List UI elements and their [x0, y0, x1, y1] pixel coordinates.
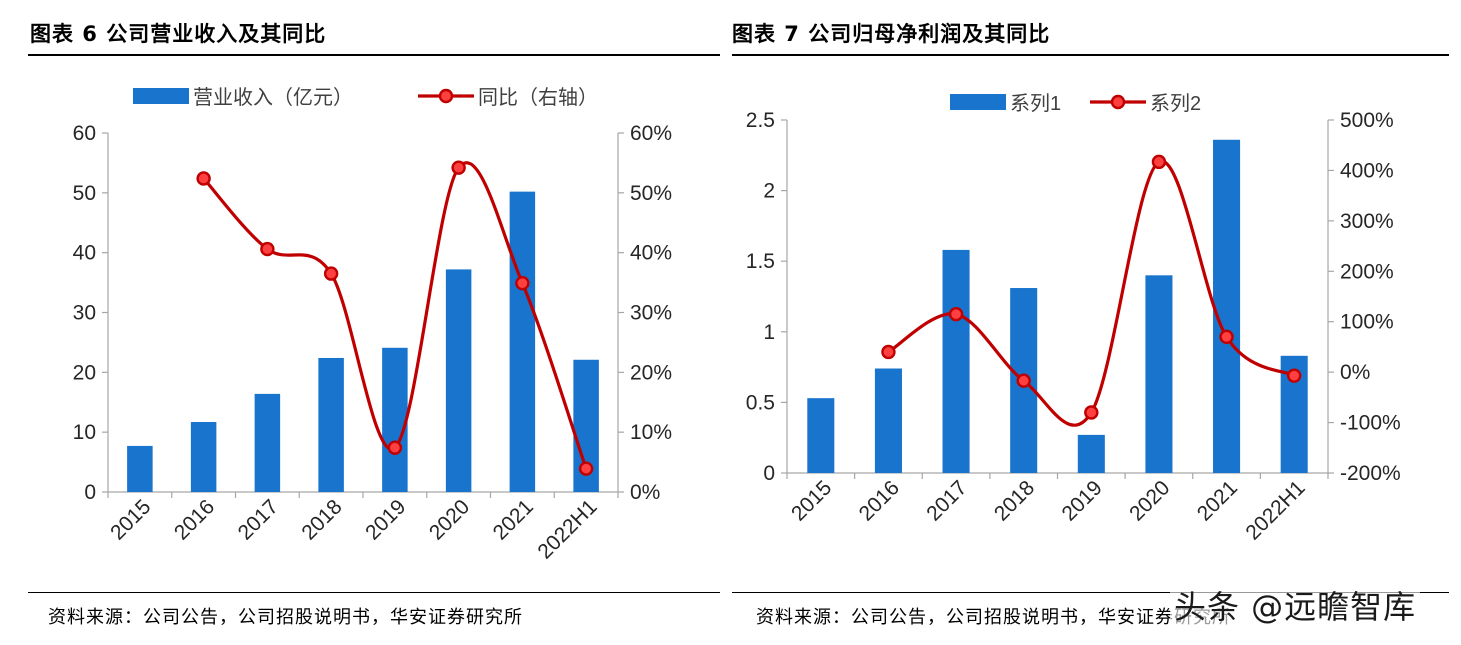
y-tick-label: 60 — [73, 122, 96, 145]
y-tick-label: 1 — [763, 321, 775, 344]
x-tick-label: 2016 — [170, 495, 219, 544]
bar — [1213, 139, 1241, 473]
legend-bar-swatch — [133, 88, 189, 104]
y2-tick-label: -100% — [1340, 412, 1401, 435]
line-point — [515, 275, 530, 291]
revenue-chart: 0 10 20 30 40 50 60 0% 10% 20% 30% 40% 50% 60% 2015 201… — [73, 86, 672, 564]
bar — [807, 398, 835, 473]
bar — [1077, 434, 1105, 473]
bar — [254, 393, 281, 492]
y-tick-label: 0 — [84, 481, 96, 504]
line-point — [387, 440, 403, 455]
x-tick-label: 2021 — [489, 495, 538, 544]
line-point — [1084, 405, 1099, 420]
line-point — [1151, 154, 1167, 170]
x-tick-label: 2017 — [234, 495, 283, 544]
bar — [318, 357, 344, 492]
x-tick-label: 2021 — [1193, 476, 1242, 525]
title-rule — [732, 54, 1449, 56]
y-tick-label: 50 — [73, 182, 96, 205]
line-point — [1219, 329, 1234, 345]
y2-tick-label: 200% — [1340, 260, 1394, 283]
x-tick-label: 2016 — [855, 476, 904, 525]
y2-tick-label: 300% — [1340, 210, 1394, 233]
y-tick-label: 0 — [763, 462, 775, 485]
source-note: 资料来源：公司公告，公司招股说明书，华安证券研究所 — [48, 607, 523, 628]
figure-title: 图表 7 公司归母净利润及其同比 — [732, 22, 1051, 46]
series-line — [887, 159, 1295, 427]
bar — [445, 269, 472, 492]
x-tick-label: 2017 — [922, 476, 971, 525]
legend-label: 同比（右轴） — [478, 86, 598, 109]
revenue-figure: 图表 6 公司营业收入及其同比 0 10 20 30 40 50 60 0% 10% 20% 30%… — [0, 0, 720, 645]
y-tick-label: 20 — [73, 361, 96, 384]
line-point — [1286, 368, 1302, 383]
net-profit-chart: 0 0.5 1 1.5 2 2.5 -200% -100% 0% 100% 200% 300% 400%… — [746, 92, 1401, 545]
bar — [127, 445, 153, 492]
watermark: 头条 @远瞻智库 — [1170, 582, 1421, 628]
line-point — [881, 344, 896, 360]
y2-tick-label: 30% — [630, 302, 672, 325]
y-tick-label: 30 — [73, 302, 96, 325]
legend-label: 系列1 — [1010, 92, 1061, 115]
line-point — [451, 160, 466, 175]
source-rule — [732, 592, 1449, 593]
x-tick-label: 2020 — [425, 495, 474, 544]
x-tick-label: 2022H1 — [1241, 476, 1309, 544]
y2-tick-label: -200% — [1340, 462, 1401, 485]
line-point — [948, 306, 964, 322]
y2-tick-label: 0% — [1340, 361, 1370, 384]
y2-tick-label: 500% — [1340, 109, 1394, 132]
y-tick-label: 0.5 — [746, 391, 775, 414]
legend-label: 系列2 — [1150, 92, 1201, 115]
y-tick-label: 2.5 — [746, 109, 775, 132]
legend-line-marker — [1110, 94, 1126, 110]
x-tick-label: 2020 — [1125, 476, 1174, 525]
y2-tick-label: 60% — [630, 122, 672, 145]
x-tick-label: 2019 — [361, 495, 410, 544]
bar — [190, 421, 217, 492]
x-tick-label: 2022H1 — [533, 495, 601, 563]
legend-line-marker — [438, 88, 454, 104]
x-tick-label: 2018 — [990, 476, 1039, 525]
legend-label: 营业收入（亿元） — [193, 86, 353, 109]
y2-tick-label: 40% — [630, 242, 672, 265]
line-point — [260, 241, 275, 257]
x-tick-label: 2015 — [106, 495, 155, 544]
title-rule — [28, 54, 720, 56]
y2-tick-label: 20% — [630, 361, 672, 384]
figure-title: 图表 6 公司营业收入及其同比 — [30, 22, 327, 46]
bar — [1145, 275, 1173, 473]
legend-bar-swatch — [950, 94, 1006, 110]
source-rule — [28, 592, 720, 593]
y-tick-label: 10 — [73, 421, 96, 444]
line-point — [1016, 373, 1031, 388]
line-point — [323, 266, 339, 281]
y2-tick-label: 50% — [630, 182, 672, 205]
y-tick-label: 2 — [763, 180, 775, 203]
y2-tick-label: 400% — [1340, 159, 1394, 182]
y-tick-label: 1.5 — [746, 250, 775, 273]
line-point — [578, 461, 594, 476]
y2-tick-label: 10% — [630, 421, 672, 444]
y2-tick-label: 100% — [1340, 311, 1394, 334]
x-tick-label: 2019 — [1058, 476, 1107, 525]
y-tick-label: 40 — [73, 242, 96, 265]
bar — [509, 191, 536, 493]
source-note: 资料来源：公司公告，公司招股说明书，华安证券研究所 — [756, 607, 1231, 628]
y2-tick-label: 0% — [630, 481, 660, 504]
net-profit-figure: 图表 7 公司归母净利润及其同比 0 0.5 1 1.5 2 2.5 -200% -100% 0… — [720, 0, 1461, 645]
x-tick-label: 2015 — [787, 476, 836, 525]
bar — [942, 249, 970, 473]
bar — [382, 347, 408, 492]
x-tick-label: 2018 — [297, 495, 346, 544]
line-point — [196, 171, 211, 186]
bar — [874, 368, 902, 473]
